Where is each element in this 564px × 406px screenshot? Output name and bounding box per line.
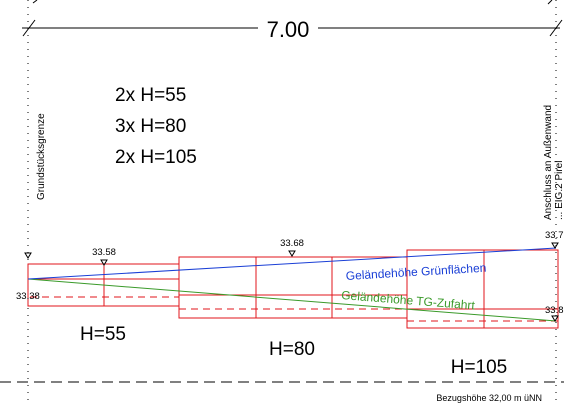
elevation-label-left-low: 33.38 <box>16 291 40 302</box>
dimension-tick-left <box>22 19 36 37</box>
elevation-triangle-icon <box>100 259 108 266</box>
dimension-line: 7.00 <box>22 0 563 42</box>
left-boundary-label: Grundstücksgrenze <box>36 113 47 200</box>
step-block-h105 <box>406 249 559 329</box>
elevation-label-right-high: 33.7 <box>545 230 564 241</box>
step-count-line-3: 2x H=105 <box>115 147 197 168</box>
elevation-marker-middle: 33.68 <box>280 238 304 257</box>
right-wall-label-line-1: Anschluss an Außenwand <box>543 105 554 220</box>
dimension-tick-right-top <box>547 0 553 5</box>
step-height-label-h55: H=55 <box>80 324 126 345</box>
step-height-label-h105: H=105 <box>451 357 508 378</box>
step-height-label-h80: H=80 <box>269 339 315 360</box>
step-block-h80 <box>178 256 408 319</box>
step-count-line-1: 2x H=55 <box>115 85 186 106</box>
elevation-marker-right-low: 33.8 <box>545 305 564 322</box>
dimension-label: 7.00 <box>267 17 310 42</box>
elevation-triangle-icon <box>288 250 296 257</box>
step-count-notes: 2x H=55 3x H=80 2x H=105 <box>115 85 197 168</box>
dimension-tick-left-top <box>32 0 38 4</box>
right-wall-label-line-2: ... EIG.2 Pirel <box>554 161 564 220</box>
slope-line-green <box>27 278 557 322</box>
step-count-line-2: 3x H=80 <box>115 116 186 137</box>
elevation-triangle-icon <box>551 242 559 249</box>
elevation-label-left-high: 33.58 <box>92 247 116 258</box>
elevation-marker-left-high: 33.58 <box>92 247 116 266</box>
elevation-label-right-low: 33.8 <box>545 305 564 316</box>
elevation-triangle-icon <box>24 252 32 259</box>
slope-label-blue: Geländehöhe Grünflächen <box>345 261 486 283</box>
elevation-marker-right-high: 33.7 <box>545 230 564 249</box>
elevation-triangle-icon <box>551 315 559 322</box>
slope-line-blue <box>27 247 557 280</box>
dimension-tick-right <box>549 19 563 37</box>
elevation-marker-left-low: 33.38 <box>16 252 40 302</box>
elevation-label-middle: 33.68 <box>280 238 304 249</box>
reference-height-label: Bezugshöhe 32,00 m üNN <box>436 393 542 403</box>
